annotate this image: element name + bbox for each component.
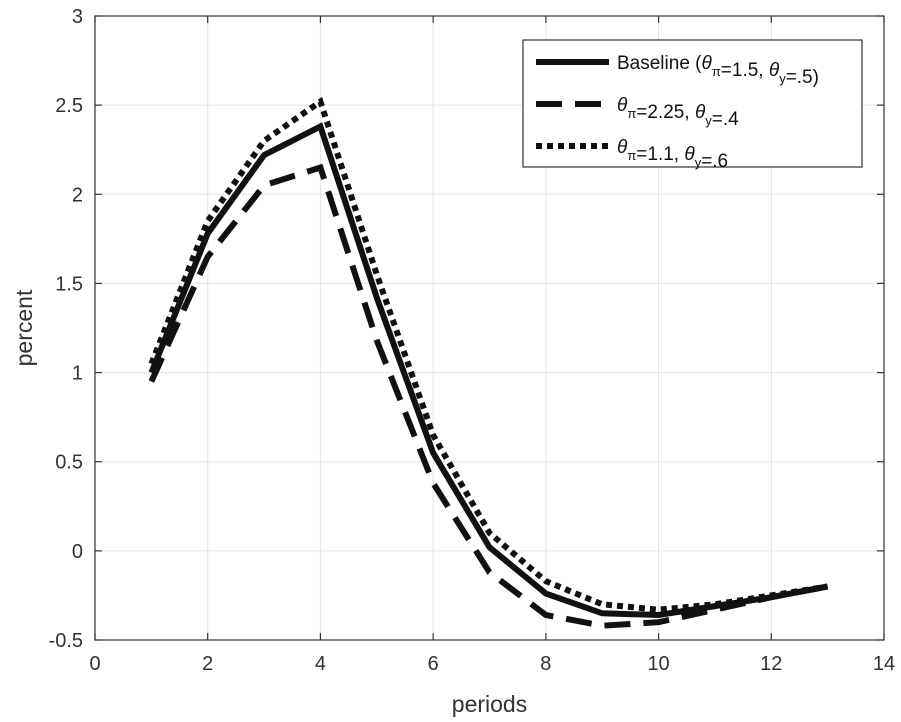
series-line-1	[148, 122, 829, 619]
x-tick-label: 8	[540, 653, 551, 675]
x-tick-label: 6	[428, 653, 439, 675]
legend-label-2: θπ=2.25, θy=.4	[617, 95, 739, 130]
legend: Baseline (θπ=1.5, θy=.5) θπ=2.25, θy=.4 θπ…	[522, 39, 863, 172]
y-axis-ticks: -0.5 0 0.5 1 1.5 2 2.5 3	[49, 6, 884, 652]
x-tick-label: 2	[202, 653, 213, 675]
series-line-2	[148, 163, 829, 629]
y-tick-label: 2.5	[55, 95, 83, 117]
y-tick-label: -0.5	[49, 630, 83, 652]
y-tick-label: 1.5	[55, 273, 83, 295]
legend-label-3: θπ=1.1, θy=.6	[617, 137, 728, 172]
series-line-3	[148, 96, 829, 613]
y-axis-label: percent	[11, 289, 37, 366]
plot-frame	[94, 15, 885, 641]
series-lines	[148, 96, 829, 629]
x-axis-label: periods	[452, 691, 527, 717]
y-tick-label: 1	[72, 363, 83, 385]
y-tick-label: 0.5	[55, 452, 83, 474]
y-tick-label: 3	[72, 6, 83, 28]
x-tick-label: 4	[315, 653, 326, 675]
x-tick-label: 10	[647, 653, 669, 675]
x-axis-ticks: 0 2 4 6 8 10 12 14	[89, 16, 895, 675]
y-tick-label: 2	[72, 184, 83, 206]
x-tick-label: 0	[89, 653, 100, 675]
x-tick-label: 12	[760, 653, 782, 675]
y-tick-label: 0	[72, 541, 83, 563]
legend-label-1: Baseline (θπ=1.5, θy=.5)	[617, 53, 819, 88]
x-tick-label: 14	[873, 653, 895, 675]
